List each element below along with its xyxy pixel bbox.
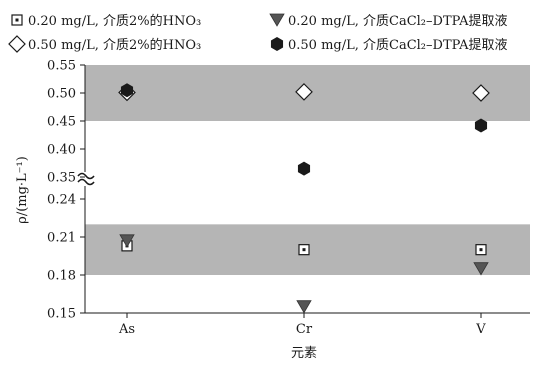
point-triangle-down-cr [296,300,312,314]
legend-marker-triangle-down [269,13,285,27]
legend-label: 0.50 mg/L, 介质CaCl₂–DTPA提取液 [288,37,508,53]
y-tick-label: 0.24 [47,193,76,208]
y-axis-label: ρ/(mg·L⁻¹) [15,156,30,224]
legend-label: 0.20 mg/L, 介质2%的HNO₃ [28,13,201,29]
point-diamond-v [472,84,490,102]
legend: 0.20 mg/L, 介质2%的HNO₃ 0.20 mg/L, 介质CaCl₂–D… [8,13,508,53]
point-diamond-cr [295,83,313,101]
y-tick-label: 0.45 [47,115,76,130]
x-tick-label: As [118,322,135,337]
x-axis-label: 元素 [291,346,317,361]
point-hexagon-as [120,83,134,98]
y-tick-label: 0.18 [47,269,76,284]
y-tick-label: 0.55 [47,59,76,74]
y-ticks: 0.15 0.18 0.21 0.24 0.35 0.40 0.45 0.50 0.55 [47,59,85,322]
axis-break-mark-top [77,172,95,180]
x-tick-label: V [475,322,486,337]
point-triangle-down-as [119,234,135,248]
legend-marker-square-center [15,18,19,22]
data-points [118,83,490,314]
legend-label: 0.20 mg/L, 介质CaCl₂–DTPA提取液 [288,13,508,29]
x-ticks: As Cr V [118,313,486,337]
y-tick-label: 0.50 [47,87,76,102]
y-tick-label: 0.40 [47,143,76,158]
axis-break-mark-bottom [77,178,95,186]
legend-label: 0.50 mg/L, 介质2%的HNO₃ [28,37,201,53]
point-hexagon-v [474,118,488,133]
point-square-v-center [479,248,483,252]
y-tick-label: 0.15 [47,307,76,322]
point-hexagon-cr [297,161,311,176]
point-square-cr-center [302,248,306,252]
axes [77,65,530,314]
legend-marker-diamond [8,35,26,53]
y-tick-label: 0.21 [47,231,76,246]
legend-marker-hexagon [270,37,284,51]
y-tick-label: 0.35 [47,171,76,186]
point-triangle-down-v [473,262,489,276]
x-tick-label: Cr [296,322,313,337]
